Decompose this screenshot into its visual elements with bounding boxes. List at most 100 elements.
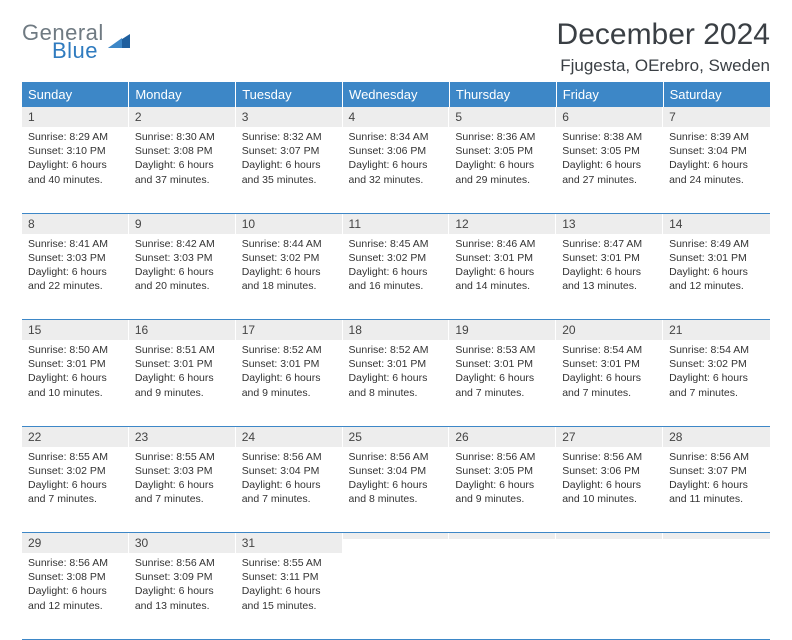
- weekday-header: Wednesday: [343, 82, 450, 107]
- day-cell: Sunrise: 8:55 AMSunset: 3:11 PMDaylight:…: [236, 553, 343, 617]
- day-number: 19: [449, 320, 556, 340]
- sunrise-line: Sunrise: 8:45 AM: [349, 237, 443, 251]
- sunset-line: Sunset: 3:08 PM: [135, 144, 229, 158]
- day-number: 12: [449, 214, 556, 234]
- sunset-line: Sunset: 3:01 PM: [455, 251, 549, 265]
- sunrise-line: Sunrise: 8:56 AM: [562, 450, 656, 464]
- sunrise-line: Sunrise: 8:52 AM: [242, 343, 336, 357]
- day-cell: Sunrise: 8:39 AMSunset: 3:04 PMDaylight:…: [663, 127, 770, 191]
- sunset-line: Sunset: 3:01 PM: [28, 357, 122, 371]
- day-cell: Sunrise: 8:47 AMSunset: 3:01 PMDaylight:…: [556, 234, 663, 298]
- daylight-line: Daylight: 6 hours and 9 minutes.: [455, 478, 549, 506]
- daylight-line: Daylight: 6 hours and 18 minutes.: [242, 265, 336, 293]
- weekday-header: Monday: [129, 82, 236, 107]
- daylight-line: Daylight: 6 hours and 7 minutes.: [242, 478, 336, 506]
- sunrise-line: Sunrise: 8:56 AM: [455, 450, 549, 464]
- day-number: 2: [129, 107, 236, 127]
- day-number: [663, 533, 770, 539]
- day-number: 31: [236, 533, 343, 553]
- sunrise-line: Sunrise: 8:55 AM: [135, 450, 229, 464]
- weekday-header-row: SundayMondayTuesdayWednesdayThursdayFrid…: [22, 82, 770, 107]
- day-number: 23: [129, 427, 236, 447]
- daylight-line: Daylight: 6 hours and 7 minutes.: [455, 371, 549, 399]
- daylight-line: Daylight: 6 hours and 27 minutes.: [562, 158, 656, 186]
- day-number: 27: [556, 427, 663, 447]
- sunrise-line: Sunrise: 8:46 AM: [455, 237, 549, 251]
- sunrise-line: Sunrise: 8:39 AM: [669, 130, 764, 144]
- day-cell: Sunrise: 8:38 AMSunset: 3:05 PMDaylight:…: [556, 127, 663, 191]
- sunrise-line: Sunrise: 8:50 AM: [28, 343, 122, 357]
- day-cell: [556, 553, 663, 560]
- day-cell: Sunrise: 8:52 AMSunset: 3:01 PMDaylight:…: [236, 340, 343, 404]
- day-number: 14: [663, 214, 770, 234]
- weekday-header: Saturday: [663, 82, 770, 107]
- day-cell: Sunrise: 8:44 AMSunset: 3:02 PMDaylight:…: [236, 234, 343, 298]
- weekday-header: Thursday: [449, 82, 556, 107]
- daylight-line: Daylight: 6 hours and 20 minutes.: [135, 265, 229, 293]
- day-number: [556, 533, 663, 539]
- daylight-line: Daylight: 6 hours and 15 minutes.: [242, 584, 336, 612]
- sunset-line: Sunset: 3:01 PM: [562, 251, 656, 265]
- daylight-line: Daylight: 6 hours and 9 minutes.: [135, 371, 229, 399]
- daylight-line: Daylight: 6 hours and 16 minutes.: [349, 265, 443, 293]
- daylight-line: Daylight: 6 hours and 7 minutes.: [135, 478, 229, 506]
- daylight-line: Daylight: 6 hours and 22 minutes.: [28, 265, 122, 293]
- day-cell: Sunrise: 8:55 AMSunset: 3:02 PMDaylight:…: [22, 447, 129, 511]
- daylight-line: Daylight: 6 hours and 24 minutes.: [669, 158, 764, 186]
- logo-triangle-icon: [108, 30, 130, 53]
- sunset-line: Sunset: 3:03 PM: [135, 251, 229, 265]
- day-number: 6: [556, 107, 663, 127]
- day-cell: Sunrise: 8:54 AMSunset: 3:01 PMDaylight:…: [556, 340, 663, 404]
- sunset-line: Sunset: 3:02 PM: [28, 464, 122, 478]
- sunrise-line: Sunrise: 8:41 AM: [28, 237, 122, 251]
- sunrise-line: Sunrise: 8:36 AM: [455, 130, 549, 144]
- weekday-header: Friday: [556, 82, 663, 107]
- sunset-line: Sunset: 3:03 PM: [135, 464, 229, 478]
- daylight-line: Daylight: 6 hours and 8 minutes.: [349, 478, 443, 506]
- day-cell: Sunrise: 8:41 AMSunset: 3:03 PMDaylight:…: [22, 234, 129, 298]
- day-cell: Sunrise: 8:49 AMSunset: 3:01 PMDaylight:…: [663, 234, 770, 298]
- daylight-line: Daylight: 6 hours and 8 minutes.: [349, 371, 443, 399]
- sunset-line: Sunset: 3:05 PM: [455, 144, 549, 158]
- daylight-line: Daylight: 6 hours and 7 minutes.: [669, 371, 764, 399]
- day-number: 8: [22, 214, 129, 234]
- day-number: 24: [236, 427, 343, 447]
- day-cell: Sunrise: 8:54 AMSunset: 3:02 PMDaylight:…: [663, 340, 770, 404]
- sunrise-line: Sunrise: 8:56 AM: [135, 556, 229, 570]
- day-number: 10: [236, 214, 343, 234]
- sunset-line: Sunset: 3:06 PM: [562, 464, 656, 478]
- sunset-line: Sunset: 3:03 PM: [28, 251, 122, 265]
- sunset-line: Sunset: 3:01 PM: [135, 357, 229, 371]
- day-number: 21: [663, 320, 770, 340]
- day-cell: [343, 553, 450, 560]
- day-number: 22: [22, 427, 129, 447]
- page-title: December 2024: [557, 18, 770, 52]
- sunrise-line: Sunrise: 8:32 AM: [242, 130, 336, 144]
- day-number: 20: [556, 320, 663, 340]
- sunset-line: Sunset: 3:02 PM: [242, 251, 336, 265]
- daylight-line: Daylight: 6 hours and 12 minutes.: [669, 265, 764, 293]
- day-number: 18: [343, 320, 450, 340]
- sunrise-line: Sunrise: 8:53 AM: [455, 343, 549, 357]
- day-number: 7: [663, 107, 770, 127]
- day-number: 3: [236, 107, 343, 127]
- daylight-line: Daylight: 6 hours and 9 minutes.: [242, 371, 336, 399]
- day-number: 9: [129, 214, 236, 234]
- day-number: [449, 533, 556, 539]
- sunrise-line: Sunrise: 8:30 AM: [135, 130, 229, 144]
- sunset-line: Sunset: 3:04 PM: [669, 144, 764, 158]
- sunset-line: Sunset: 3:02 PM: [669, 357, 764, 371]
- day-cell: Sunrise: 8:52 AMSunset: 3:01 PMDaylight:…: [343, 340, 450, 404]
- sunrise-line: Sunrise: 8:38 AM: [562, 130, 656, 144]
- day-cell: Sunrise: 8:56 AMSunset: 3:04 PMDaylight:…: [236, 447, 343, 511]
- sunset-line: Sunset: 3:07 PM: [242, 144, 336, 158]
- day-cell: [663, 553, 770, 560]
- sunrise-line: Sunrise: 8:55 AM: [28, 450, 122, 464]
- sunrise-line: Sunrise: 8:44 AM: [242, 237, 336, 251]
- day-cell: Sunrise: 8:50 AMSunset: 3:01 PMDaylight:…: [22, 340, 129, 404]
- sunrise-line: Sunrise: 8:54 AM: [669, 343, 764, 357]
- sunset-line: Sunset: 3:04 PM: [349, 464, 443, 478]
- daylight-line: Daylight: 6 hours and 29 minutes.: [455, 158, 549, 186]
- sunset-line: Sunset: 3:06 PM: [349, 144, 443, 158]
- day-cell: Sunrise: 8:45 AMSunset: 3:02 PMDaylight:…: [343, 234, 450, 298]
